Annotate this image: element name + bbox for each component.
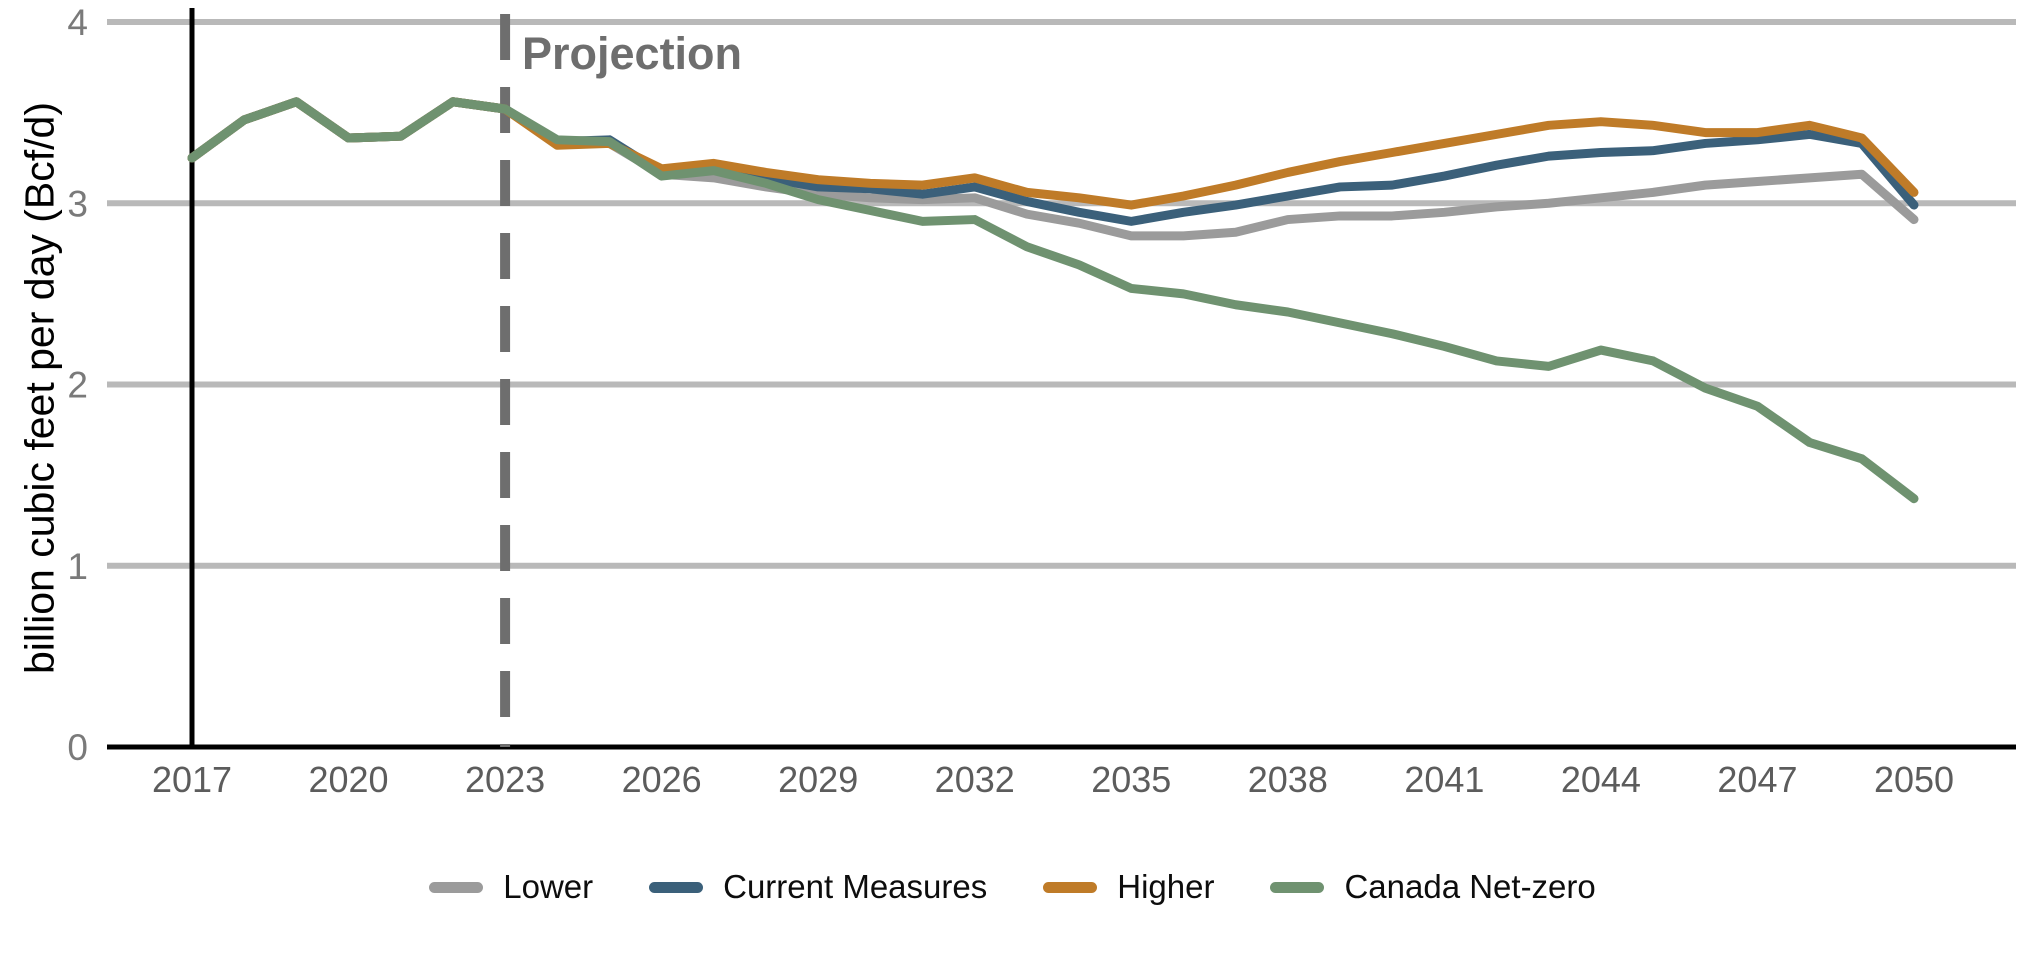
x-tick-label-2050: 2050 [1874,759,1954,800]
x-tick-label-2044: 2044 [1561,759,1641,800]
x-tick-label-2038: 2038 [1248,759,1328,800]
legend-swatch-higher [1043,881,1098,893]
projection-label: Projection [522,28,743,79]
x-tick-label-2023: 2023 [465,759,545,800]
x-tick-label-2041: 2041 [1404,759,1484,800]
legend-swatch-canada-net-zero [1270,881,1325,893]
legend-swatch-current-measures [649,881,704,893]
legend-swatch-lower [429,881,484,893]
legend-label-current-measures: Current Measures [723,868,988,905]
legend-item-canada-net-zero: Canada Net-zero [1270,868,1596,906]
y-tick-label-3: 3 [67,183,88,224]
series-line-canada-net-zero [187,97,1919,504]
y-tick-label-0: 0 [67,727,88,768]
legend-label-higher: Higher [1117,868,1215,905]
legend-item-current-measures: Current Measures [649,868,987,906]
legend-label-canada-net-zero: Canada Net-zero [1344,868,1596,905]
legend: Lower Current Measures Higher Canada Net… [0,868,2025,906]
x-tick-label-2017: 2017 [152,759,232,800]
x-tick-label-2047: 2047 [1717,759,1797,800]
legend-item-lower: Lower [429,868,593,906]
x-tick-label-2020: 2020 [308,759,388,800]
y-tick-label-2: 2 [67,365,88,406]
x-tick-label-2035: 2035 [1091,759,1171,800]
x-tick-label-2032: 2032 [935,759,1015,800]
y-tick-label-4: 4 [67,2,88,43]
y-tick-label-1: 1 [67,546,88,587]
y-axis-title: billion cubic feet per day (Bcf/d) [16,102,63,674]
legend-item-higher: Higher [1043,868,1214,906]
x-tick-label-2029: 2029 [778,759,858,800]
x-tick-label-2026: 2026 [622,759,702,800]
legend-label-lower: Lower [503,868,594,905]
